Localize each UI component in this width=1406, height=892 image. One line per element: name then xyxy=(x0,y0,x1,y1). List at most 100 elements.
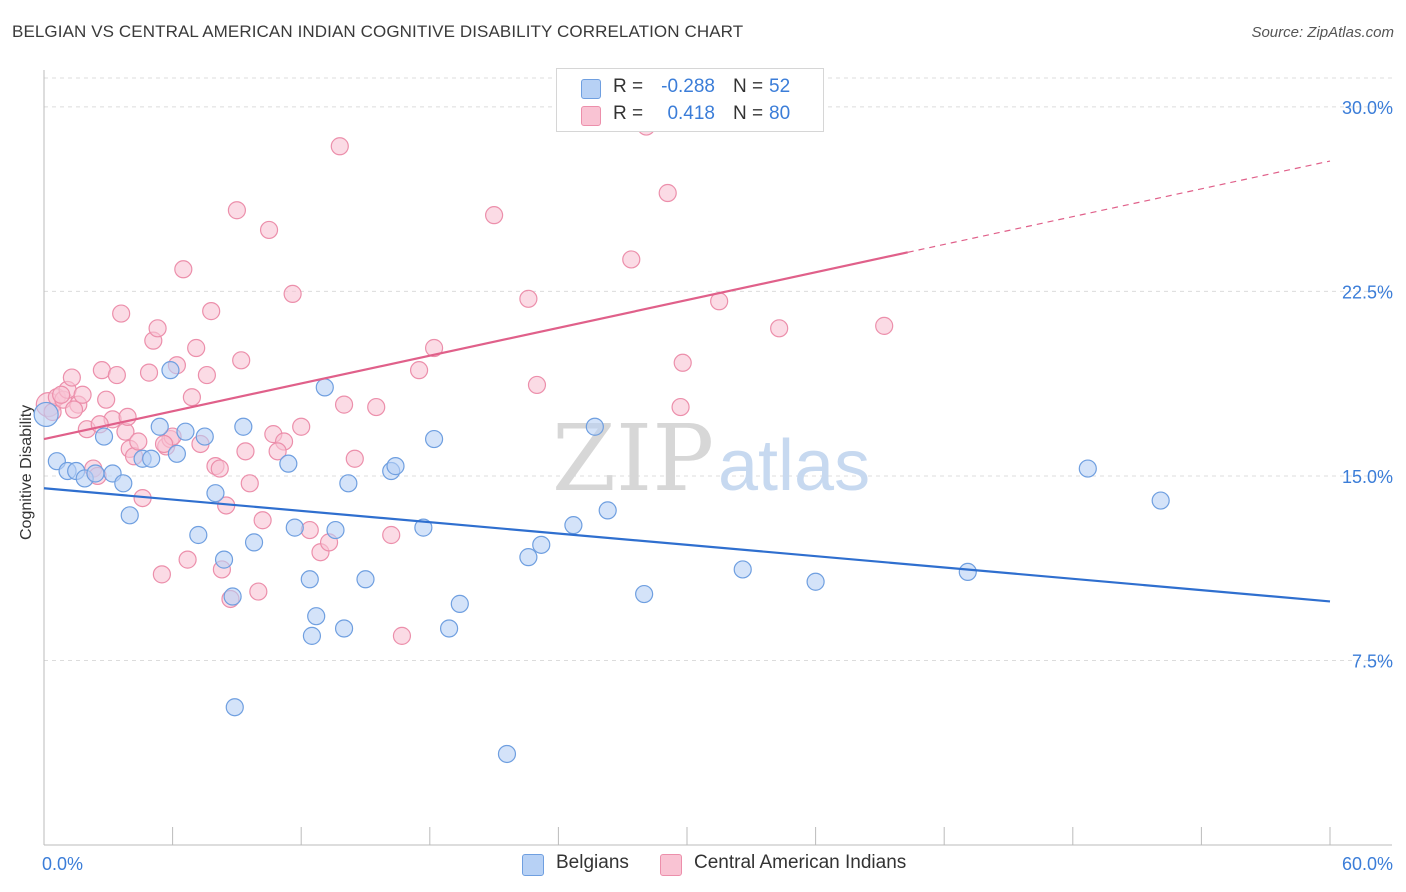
belgians-point xyxy=(414,518,433,537)
chart-title: BELGIAN VS CENTRAL AMERICAN INDIAN COGNI… xyxy=(12,22,744,41)
cai-point xyxy=(253,511,272,530)
grid-lines xyxy=(44,77,1392,661)
belgians-point xyxy=(564,516,583,535)
belgians-point xyxy=(279,454,298,473)
cai-point xyxy=(52,385,71,404)
belgians-point xyxy=(225,698,244,717)
cai-point xyxy=(232,351,251,370)
cai-point xyxy=(73,385,92,404)
belgians-point xyxy=(189,525,208,545)
x-tick-label: 0.0% xyxy=(42,854,83,874)
cai-point xyxy=(62,368,81,387)
trend-lines xyxy=(43,160,1331,603)
cai-point xyxy=(382,525,401,545)
axes xyxy=(43,70,1392,846)
belgians-point xyxy=(497,744,517,764)
cai-point xyxy=(292,417,311,436)
tick-labels: 7.5% 15.0% 22.5% 30.0% 0.0% 60.0% xyxy=(42,98,1393,874)
belgians-point xyxy=(300,570,319,589)
cai-point xyxy=(112,304,131,323)
cai-point xyxy=(240,474,259,493)
cai-point xyxy=(345,449,364,468)
belgians-swatch xyxy=(581,79,601,99)
belgians-point xyxy=(33,401,59,428)
belgians-point xyxy=(585,417,604,436)
x-tick-label: 60.0% xyxy=(1342,854,1393,874)
belgians-point xyxy=(334,619,354,638)
belgians-point xyxy=(450,594,469,613)
r-label: R = xyxy=(613,76,644,97)
cai-point xyxy=(424,338,444,358)
cai-point xyxy=(770,319,789,338)
belgians-point xyxy=(195,427,214,446)
cai-point xyxy=(202,302,221,321)
belgians-point xyxy=(114,474,133,493)
cai-swatch xyxy=(581,106,601,126)
r-label: R = xyxy=(613,103,644,124)
n-value-cai: 80 xyxy=(769,103,791,124)
cai-point xyxy=(671,397,690,417)
legend-label-cai: Central American Indians xyxy=(694,852,907,873)
r-value-belgians: -0.288 xyxy=(661,76,715,97)
r-value-cai: 0.418 xyxy=(667,103,715,124)
cai-point xyxy=(129,432,148,451)
legend-swatch-belgians xyxy=(522,854,544,876)
cai-point xyxy=(182,388,201,407)
belgians-point xyxy=(214,550,234,569)
belgians-point xyxy=(142,449,161,468)
cai-point xyxy=(187,338,206,358)
cai-points xyxy=(35,117,894,645)
belgians-point xyxy=(244,533,264,552)
belgians-point xyxy=(532,535,551,554)
cai-point xyxy=(154,434,174,454)
cai-trend-line xyxy=(43,251,908,441)
cai-trend-line-dashed xyxy=(907,160,1331,253)
cai-point xyxy=(139,363,159,382)
belgians-point xyxy=(326,520,345,540)
belgians-point xyxy=(356,570,375,589)
n-label: N = xyxy=(733,103,764,124)
source-label: Source: ZipAtlas.com xyxy=(1251,24,1394,41)
belgians-point xyxy=(386,457,405,476)
stats-row-cai: R = 0.418 N = 80 xyxy=(557,102,823,128)
cai-point xyxy=(107,365,126,385)
cai-point xyxy=(92,361,111,380)
cai-point xyxy=(367,397,386,417)
cai-point xyxy=(875,316,894,335)
stats-box: R = -0.288 N = 52 R = 0.418 N = 80 xyxy=(556,68,824,132)
cai-point xyxy=(148,319,167,338)
cai-point xyxy=(409,361,429,380)
watermark-atlas: atlas xyxy=(718,426,870,506)
cai-point xyxy=(178,550,197,569)
watermark-zip: ZIP xyxy=(552,405,714,512)
cai-point xyxy=(658,183,677,203)
cai-point xyxy=(152,565,171,584)
belgians-point xyxy=(176,422,195,441)
n-value-belgians: 52 xyxy=(769,76,791,97)
cai-point xyxy=(392,626,412,645)
cai-point xyxy=(210,459,229,478)
cai-point xyxy=(283,284,302,303)
belgians-point xyxy=(307,607,326,626)
cai-point xyxy=(519,289,538,308)
cai-point xyxy=(300,520,319,540)
belgians-points xyxy=(33,361,1170,764)
belgians-point xyxy=(285,518,304,537)
belgians-point xyxy=(223,587,242,606)
belgians-point xyxy=(150,417,169,436)
cai-point xyxy=(485,206,504,225)
cai-point xyxy=(249,582,268,601)
legend-swatch-cai xyxy=(660,854,682,876)
y-tick-label: 15.0% xyxy=(1342,467,1393,487)
cai-point xyxy=(622,250,641,269)
cai-point xyxy=(227,201,246,220)
cai-point xyxy=(197,365,216,385)
belgians-point xyxy=(439,619,459,638)
watermark: ZIP atlas xyxy=(552,405,870,512)
belgians-point xyxy=(161,361,180,380)
cai-point xyxy=(330,137,349,156)
belgians-point xyxy=(1078,459,1097,478)
belgians-point xyxy=(86,464,105,483)
y-tick-label: 30.0% xyxy=(1342,98,1393,118)
